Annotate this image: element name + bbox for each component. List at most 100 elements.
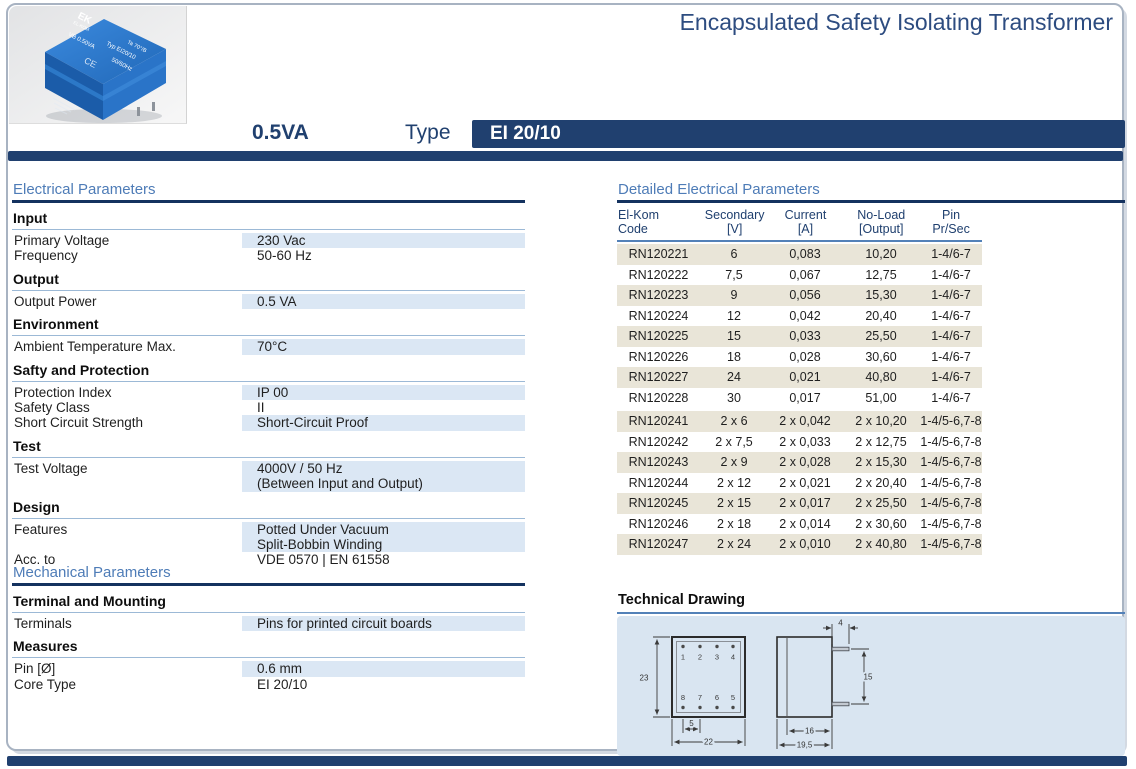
- table-cell: 2 x 24: [716, 537, 752, 551]
- dim-label-overall-width: 19,5: [797, 741, 813, 750]
- product-photo: EK EL-KOM Ta 70°/B Typ EI20/10 VB 0.50VA…: [9, 6, 187, 124]
- table-row: RN120243 2 x 9 2 x 0,028 2 x 15,30 1-4/5-6,7…: [617, 452, 982, 473]
- table-cell: 0,083: [789, 247, 821, 261]
- table-cell: RN120227: [628, 370, 689, 384]
- table-cell: 2 x 15: [716, 496, 752, 510]
- electrical-parameters-section: Electrical Parameters Input Primary Volta…: [12, 180, 525, 568]
- table-cell: 30,60: [865, 349, 897, 364]
- pin-dots: [681, 644, 735, 710]
- parameter-value: EI 20/10: [257, 676, 308, 692]
- parameter-group-heading: Design: [12, 492, 525, 519]
- table-cell: 2 x 0,021: [779, 475, 831, 490]
- parameter-group-heading: Environment: [12, 309, 525, 337]
- technical-drawing-title: Technical Drawing: [617, 592, 1125, 614]
- column-header: Pin Pr/Sec: [932, 208, 970, 236]
- table-cell: 1-4/5-6,7-8: [920, 496, 982, 510]
- table-cell: 2 x 12: [716, 475, 752, 490]
- parameter-value: 0.6 mm: [242, 661, 525, 677]
- parameter-row: Core Type EI 20/10: [12, 677, 525, 692]
- side-pin: [831, 646, 850, 652]
- parameter-group: Measures Pin [Ø] 0.6 mm Core Type EI 20/10: [12, 631, 525, 692]
- va-rating: 0.5VA: [252, 121, 309, 144]
- table-row: RN120222 7,5 0,067 12,75 1-4/6-7: [617, 265, 982, 286]
- table-header-row: El-Kom Code Secondary [V] Current [A] No-Load[…: [617, 203, 982, 242]
- parameter-group-heading: Measures: [12, 631, 525, 659]
- electrical-groups: Input Primary Voltage 230 Vac Frequency 50-6…: [12, 203, 525, 568]
- parameter-value: 0.5 VA: [242, 293, 525, 310]
- table-cell: 1-4/5-6,7-8: [920, 414, 982, 428]
- table-cell: 2 x 12,75: [855, 434, 907, 449]
- parameter-row: Frequency 50-60 Hz: [12, 248, 525, 263]
- table-cell: 2 x 30,60: [855, 516, 907, 531]
- dimension-lines: [776, 624, 869, 749]
- table-cell: 12,75: [865, 267, 897, 282]
- table-row: RN120226 18 0,028 30,60 1-4/6-7: [617, 347, 982, 368]
- table-cell: 2 x 7,5: [715, 434, 753, 449]
- table-cell: 0,056: [789, 288, 821, 302]
- dim-label-width: 22: [704, 738, 713, 747]
- mechanical-groups: Terminal and Mounting Terminals Pins for p…: [12, 586, 525, 692]
- table-cell: 2 x 15,30: [855, 455, 907, 469]
- dim-label-height: 23: [640, 674, 649, 683]
- pin-number: 8: [681, 693, 685, 702]
- table-cell: RN120226: [628, 349, 689, 364]
- parameter-label: Protection Index: [14, 384, 112, 400]
- table-cell: 2 x 0,014: [779, 516, 831, 531]
- bobbin-ledge: [45, 64, 103, 101]
- technical-drawing-section: Technical Drawing 1: [617, 592, 1125, 756]
- table-cell: 30: [727, 390, 741, 405]
- parameter-group: Environment Ambient Temperature Max. 70°C: [12, 309, 525, 355]
- dim-label-pin-span: 15: [864, 673, 873, 682]
- table-cell: 2 x 0,042: [779, 414, 831, 428]
- table-cell: 40,80: [865, 370, 897, 384]
- table-cell: 7,5: [725, 267, 743, 282]
- dim-label-inner-width: 16: [805, 727, 814, 736]
- table-cell: 0,028: [789, 349, 821, 364]
- table-cell: 1-4/6-7: [931, 308, 971, 323]
- parameter-group-heading: Input: [12, 203, 525, 230]
- table-row: RN120246 2 x 18 2 x 0,014 2 x 30,60 1-4/5-6,…: [617, 514, 982, 535]
- parameter-row: Terminals Pins for printed circuit boards: [12, 616, 525, 632]
- table-cell: RN120242: [628, 434, 689, 449]
- table-cell: 2 x 10,20: [855, 414, 907, 428]
- header-divider-bar: [8, 151, 1123, 161]
- table-cell: 2 x 0,028: [779, 455, 831, 469]
- parameter-label: Features: [14, 521, 68, 537]
- parameter-label: Ambient Temperature Max.: [14, 339, 176, 355]
- parameter-group: Design Features Potted Under Vacuum Split-B…: [12, 492, 525, 568]
- parameter-label: Pin [Ø]: [14, 661, 56, 677]
- parameter-row: Pin [Ø] 0.6 mm: [12, 661, 525, 677]
- parameter-value: 230 Vac: [242, 233, 525, 249]
- parameter-value: Potted Under Vacuum Split-Bobbin Winding: [242, 521, 525, 553]
- parameter-group: Input Primary Voltage 230 Vac Frequency 50-6…: [12, 203, 525, 264]
- table-cell: 15: [727, 329, 741, 343]
- parameter-label: Safety Class: [14, 400, 90, 416]
- footer-bar: [7, 756, 1127, 766]
- table-cell: RN120222: [628, 267, 689, 282]
- transformer-pin: [137, 107, 140, 116]
- pin-number: 7: [698, 693, 702, 702]
- bobbin-ledge: [103, 61, 166, 101]
- table-row: RN120244 2 x 12 2 x 0,021 2 x 20,40 1-4/5-6,…: [617, 473, 982, 494]
- parameter-value: 4000V / 50 Hz (Between Input and Output): [242, 460, 525, 492]
- type-value-banner: EI 20/10: [472, 120, 1125, 148]
- parameter-label: Output Power: [14, 293, 97, 309]
- parameter-row: Output Power 0.5 VA: [12, 293, 525, 310]
- pin-number: 6: [715, 693, 719, 702]
- table-cell: RN120244: [628, 475, 689, 490]
- section-title-detailed: Detailed Electrical Parameters: [617, 180, 1125, 203]
- table-cell: 0,067: [789, 267, 821, 282]
- parameter-group-heading: Safty and Protection: [12, 355, 525, 382]
- table-cell: 24: [727, 370, 741, 384]
- table-body: RN120221 6 0,083 10,20 1-4/6-7 RN120222 7,5 0,0…: [617, 244, 982, 555]
- parameter-label: Core Type: [14, 676, 77, 692]
- pin-number: 2: [698, 653, 702, 662]
- table-cell: 1-4/6-7: [931, 390, 971, 405]
- table-cell: 15,30: [865, 288, 897, 302]
- table-cell: 2 x 0,017: [779, 496, 831, 510]
- dim-label-pitch: 5: [689, 719, 694, 728]
- parameter-label: Short Circuit Strength: [14, 415, 144, 431]
- column-header: No-Load [Output]: [857, 208, 906, 236]
- transformer-left-face: [45, 52, 103, 120]
